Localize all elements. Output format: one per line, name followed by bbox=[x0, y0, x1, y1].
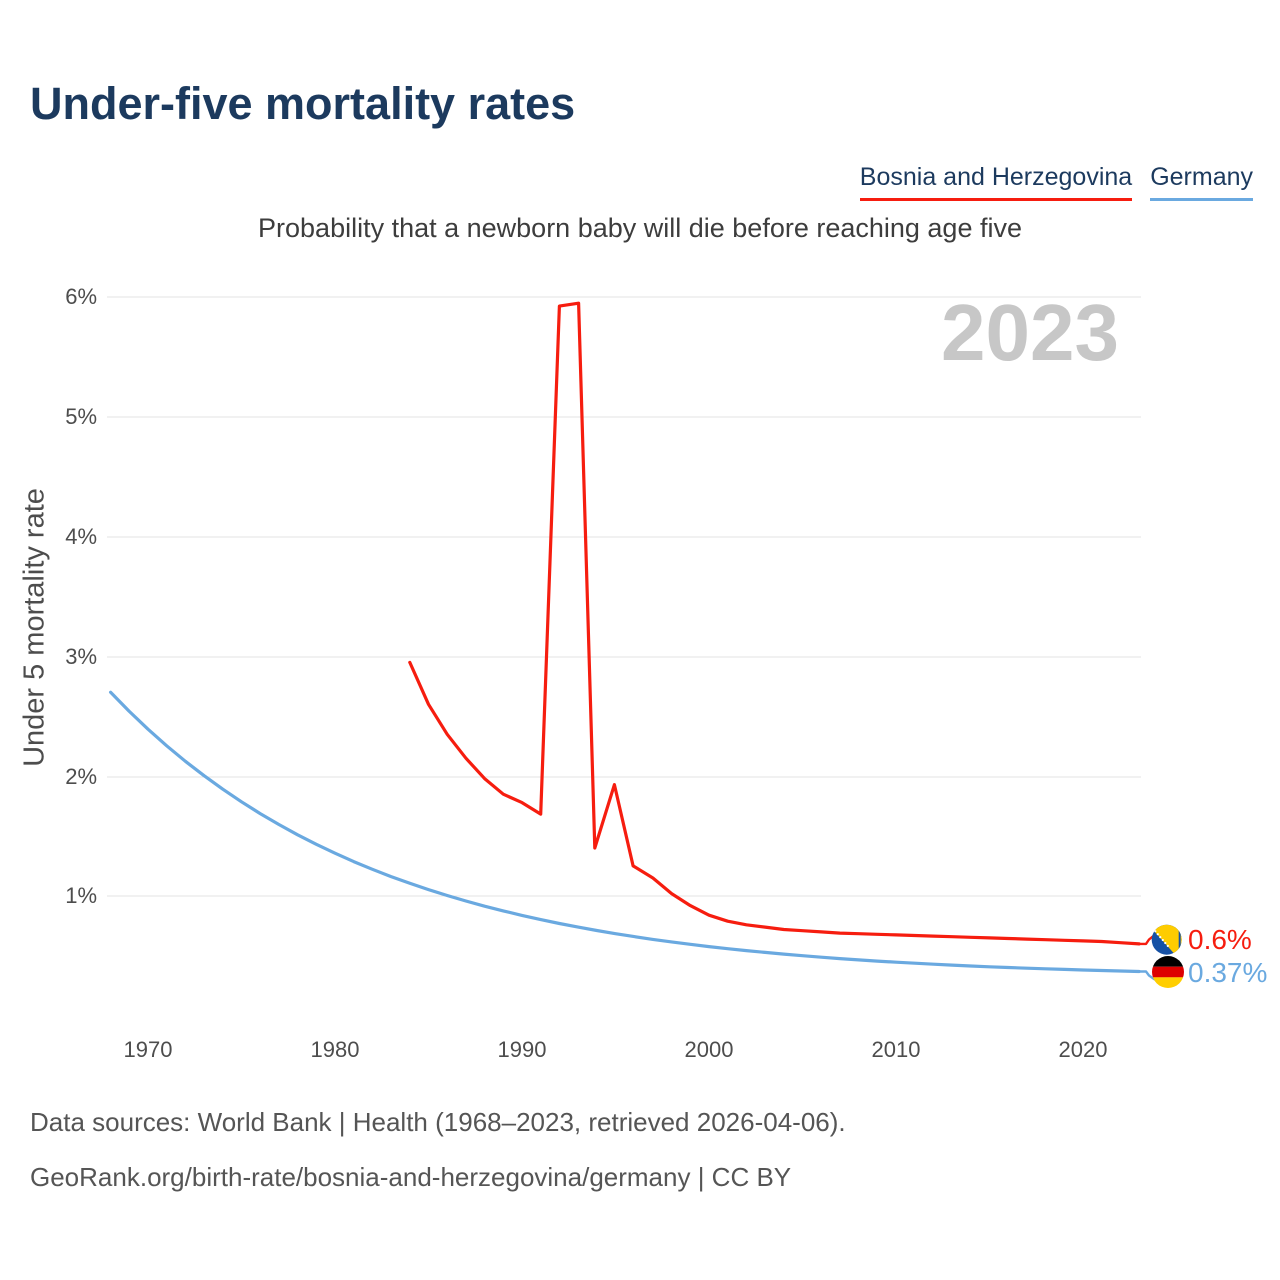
svg-text:6%: 6% bbox=[65, 284, 97, 309]
svg-text:2%: 2% bbox=[65, 764, 97, 789]
svg-text:2000: 2000 bbox=[685, 1037, 734, 1062]
svg-text:2023: 2023 bbox=[941, 288, 1119, 377]
svg-text:5%: 5% bbox=[65, 404, 97, 429]
svg-text:1%: 1% bbox=[65, 883, 97, 908]
svg-text:0.37%: 0.37% bbox=[1188, 957, 1267, 988]
svg-text:1980: 1980 bbox=[311, 1037, 360, 1062]
svg-text:4%: 4% bbox=[65, 524, 97, 549]
svg-text:1990: 1990 bbox=[498, 1037, 547, 1062]
svg-text:2010: 2010 bbox=[872, 1037, 921, 1062]
svg-text:1970: 1970 bbox=[124, 1037, 173, 1062]
svg-text:2020: 2020 bbox=[1059, 1037, 1108, 1062]
svg-text:0.6%: 0.6% bbox=[1188, 924, 1252, 955]
svg-text:3%: 3% bbox=[65, 644, 97, 669]
